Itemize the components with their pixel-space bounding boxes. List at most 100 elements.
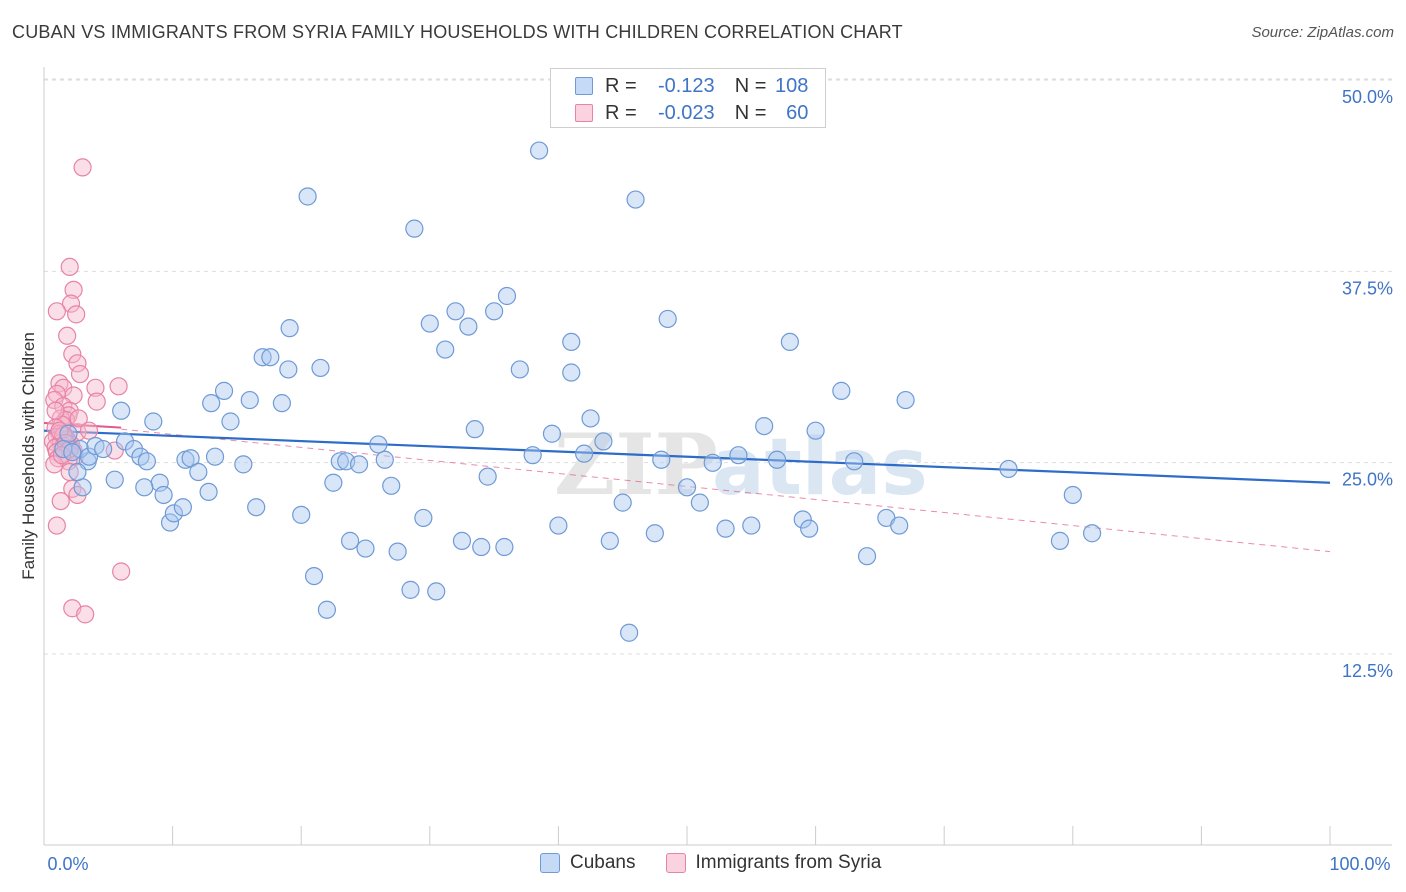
cubans-point (280, 319, 299, 338)
legend-label-syria: Immigrants from Syria (695, 852, 882, 873)
legend-item-cubans[interactable]: Cubans (540, 852, 636, 874)
cubans-point (137, 452, 156, 471)
syria-point (52, 446, 72, 465)
cubans-point (131, 447, 150, 466)
cubans-point (205, 447, 225, 466)
cubans-point (613, 493, 632, 512)
cubans-point (845, 452, 864, 471)
series-legend: Cubans Immigrants from Syria (540, 852, 911, 874)
cubans-point (73, 478, 92, 497)
cubans-point (401, 580, 420, 599)
cubans-point (800, 519, 819, 538)
cubans-point (459, 317, 478, 336)
syria-point (47, 516, 66, 535)
y-tick-label: 12.5% (1342, 661, 1393, 681)
y-tick-label: 50.0% (1342, 87, 1393, 107)
cubans-point (581, 409, 600, 428)
cubans-point (369, 435, 388, 454)
syria-legend-swatch (665, 853, 686, 873)
cubans-point (677, 478, 697, 497)
cubans-point (68, 462, 87, 482)
cubans-point (164, 504, 183, 523)
syria-point (64, 280, 83, 299)
cubans-point (658, 309, 677, 329)
cubans-point (240, 390, 259, 410)
cubans-point (472, 537, 491, 557)
cubans-point (375, 450, 394, 469)
cubans-point (857, 547, 877, 566)
cubans-point (261, 348, 280, 367)
tick-labels: 12.5% 25.0% 37.5% 50.0% 0.0% 100.0% (47, 87, 1393, 874)
cubans-point (144, 412, 163, 431)
syria-point (45, 455, 64, 474)
syria-point (76, 605, 95, 624)
axes (43, 67, 1392, 846)
cubans-point (575, 444, 594, 463)
stats-legend: R = -0.123 N = 108 R = -0.023 N = 60 (550, 68, 826, 128)
r-value: -0.023 (657, 101, 715, 124)
cubans-point (703, 453, 722, 472)
legend-item-syria[interactable]: Immigrants from Syria (665, 852, 882, 874)
cubans-point (1050, 531, 1070, 550)
n-value: 60 (786, 101, 809, 124)
cubans-point (562, 363, 581, 382)
cubans-point (202, 394, 221, 413)
cubans-point (436, 340, 455, 359)
cubans-point (135, 478, 154, 497)
syria-point (51, 491, 70, 511)
n-value: 108 (775, 74, 809, 97)
cubans-point (414, 508, 433, 528)
cubans-point (896, 390, 915, 410)
stats-row-cubans: R = -0.123 N = 108 (551, 73, 808, 99)
cubans-point (420, 314, 439, 333)
cubans-point (324, 473, 343, 492)
cubans-point (253, 348, 272, 367)
cubans-point (600, 531, 619, 550)
cubans-point (105, 470, 124, 489)
y-tick-label: 25.0% (1342, 470, 1393, 490)
cubans-point (63, 443, 82, 462)
cubans-point (652, 450, 671, 469)
cubans-point (349, 455, 369, 474)
syria-point (109, 377, 128, 396)
chart-title: CUBAN VS IMMIGRANTS FROM SYRIA FAMILY HO… (12, 22, 903, 42)
data-points (43, 141, 1102, 642)
cubans-point (1063, 485, 1082, 505)
syria-point (67, 305, 86, 324)
cubans-point (478, 467, 497, 486)
cubans-point (549, 516, 568, 535)
r-label: R = (605, 101, 637, 124)
n-label: N = (734, 101, 767, 124)
stats-row-syria: R = -0.023 N = 60 (551, 100, 808, 126)
cubans-point (221, 412, 240, 431)
cubans-point (562, 332, 581, 352)
x-tick-label: 0.0% (47, 854, 88, 874)
syria-point (86, 378, 105, 397)
cubans-point (298, 187, 317, 206)
cubans-point (446, 302, 465, 321)
cubans-point (716, 519, 735, 538)
cubans-point (181, 449, 200, 468)
cubans-point (382, 476, 401, 495)
cubans-point (317, 600, 337, 619)
y-tick-label: 37.5% (1342, 278, 1393, 298)
cubans-point (199, 482, 218, 502)
cubans-point (793, 510, 812, 529)
watermark-zip: ZIP (554, 415, 718, 514)
syria-point (46, 401, 65, 420)
cubans-point (59, 424, 78, 443)
cubans-point (154, 485, 173, 505)
cubans-point (523, 446, 542, 465)
cubans-point (690, 493, 709, 512)
syria-point (73, 158, 92, 177)
cubans-swatch (575, 77, 593, 95)
r-label: R = (605, 74, 637, 97)
syria-point (47, 302, 66, 321)
cubans-point (890, 516, 909, 535)
cubans-point (485, 302, 504, 321)
cubans-point (497, 286, 517, 306)
syria-point (63, 345, 82, 364)
x-tick-label: 100.0% (1329, 854, 1390, 874)
cubans-point (645, 524, 664, 543)
